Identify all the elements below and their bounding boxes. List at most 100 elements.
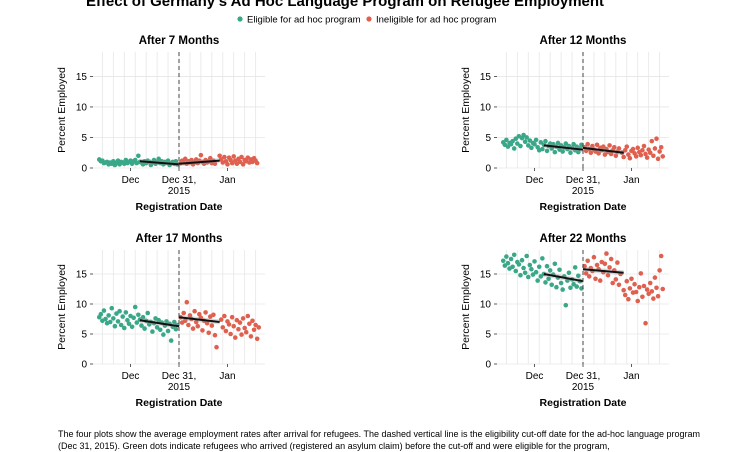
- point-ineligible: [651, 153, 656, 159]
- point-ineligible: [239, 154, 244, 160]
- point-ineligible: [640, 147, 645, 153]
- point-ineligible: [240, 316, 246, 321]
- point-eligible: [157, 327, 163, 333]
- point-eligible: [554, 284, 559, 290]
- panel-title: After 17 Months: [136, 233, 223, 245]
- point-ineligible: [633, 154, 639, 159]
- point-ineligible: [248, 334, 254, 339]
- point-eligible: [173, 326, 179, 332]
- point-ineligible: [243, 329, 249, 335]
- point-eligible: [521, 132, 526, 138]
- figure-title: Effect of Germany's Ad Hoc Language Prog…: [86, 0, 604, 10]
- point-eligible: [126, 321, 132, 327]
- point-eligible: [518, 272, 523, 278]
- point-ineligible: [640, 294, 645, 300]
- point-ineligible: [654, 285, 659, 291]
- point-eligible: [560, 149, 565, 154]
- x-tick-label: Dec: [122, 371, 140, 382]
- point-ineligible: [190, 326, 196, 331]
- point-ineligible: [182, 156, 188, 162]
- point-eligible: [150, 329, 155, 334]
- point-ineligible: [613, 277, 619, 282]
- fit-line-eligible: [139, 160, 180, 166]
- point-ineligible: [641, 143, 647, 149]
- point-eligible: [543, 280, 548, 285]
- point-eligible: [165, 328, 171, 334]
- point-eligible: [527, 138, 533, 143]
- y-tick-label: 0: [485, 164, 491, 175]
- x-tick-label: Dec 31, 2015: [162, 175, 196, 197]
- point-eligible: [131, 315, 136, 321]
- fit-line-ineligible: [582, 146, 624, 154]
- point-eligible: [132, 304, 138, 310]
- point-ineligible: [209, 323, 215, 328]
- point-eligible: [114, 311, 119, 316]
- point-eligible: [533, 269, 539, 275]
- y-tick-label: 5: [81, 133, 87, 144]
- point-ineligible: [647, 150, 653, 156]
- point-eligible: [103, 316, 108, 322]
- point-ineligible: [627, 286, 633, 291]
- point-eligible: [139, 323, 144, 328]
- point-ineligible: [254, 160, 260, 166]
- point-eligible: [112, 323, 118, 329]
- y-tick-label: 5: [485, 133, 491, 144]
- point-ineligible: [204, 320, 210, 326]
- point-eligible: [118, 322, 124, 328]
- point-ineligible: [601, 144, 606, 149]
- point-ineligible: [231, 154, 237, 159]
- x-tick-label-line: Dec: [122, 175, 140, 186]
- legend-label-1: Ineligible for ad hoc program: [376, 15, 496, 26]
- point-ineligible: [649, 289, 655, 294]
- eligible-points: [96, 304, 180, 343]
- panel-title: After 12 Months: [540, 35, 627, 47]
- point-ineligible: [652, 146, 658, 151]
- legend-label-0: Eligible for ad hoc program: [247, 15, 361, 26]
- point-eligible: [527, 262, 533, 268]
- point-ineligible: [591, 254, 597, 260]
- point-ineligible: [605, 272, 611, 278]
- point-eligible: [510, 138, 515, 144]
- y-axis-label: Percent Employed: [56, 264, 68, 350]
- point-eligible: [156, 317, 161, 323]
- point-eligible: [115, 319, 121, 324]
- point-eligible: [557, 267, 562, 273]
- x-tick-label: Jan: [623, 371, 639, 382]
- point-ineligible: [234, 317, 240, 323]
- point-ineligible: [655, 293, 661, 299]
- point-eligible: [525, 274, 531, 280]
- x-tick-label: Dec 31, 2015: [162, 371, 196, 393]
- point-eligible: [522, 139, 528, 145]
- panel-4: After 22 Months 0 5 10 15 Dec Dec 31, 2015 Jan Re…: [460, 233, 669, 409]
- point-eligible: [532, 141, 537, 147]
- point-ineligible: [633, 289, 639, 295]
- point-eligible: [560, 287, 565, 292]
- point-eligible: [524, 135, 530, 140]
- point-ineligible: [624, 278, 630, 284]
- point-ineligible: [660, 154, 666, 159]
- point-eligible: [536, 264, 542, 270]
- fit-line-ineligible: [178, 316, 220, 323]
- point-eligible: [522, 270, 528, 276]
- legend-swatch-1: [366, 16, 372, 22]
- x-tick-label-line: Dec: [526, 175, 544, 186]
- point-ineligible: [214, 344, 219, 350]
- point-eligible: [505, 144, 511, 149]
- point-eligible: [510, 264, 515, 270]
- point-eligible: [568, 150, 573, 156]
- point-eligible: [111, 316, 116, 321]
- point-eligible: [535, 278, 540, 283]
- point-ineligible: [643, 320, 648, 326]
- point-eligible: [549, 282, 555, 288]
- point-eligible: [571, 141, 576, 147]
- point-ineligible: [604, 251, 609, 256]
- point-ineligible: [613, 153, 619, 159]
- point-ineligible: [594, 262, 600, 268]
- point-eligible: [121, 325, 127, 331]
- point-ineligible: [222, 313, 227, 319]
- point-eligible: [544, 263, 550, 269]
- point-ineligible: [229, 314, 235, 320]
- x-tick-label: Dec: [526, 175, 544, 186]
- point-ineligible: [242, 325, 247, 331]
